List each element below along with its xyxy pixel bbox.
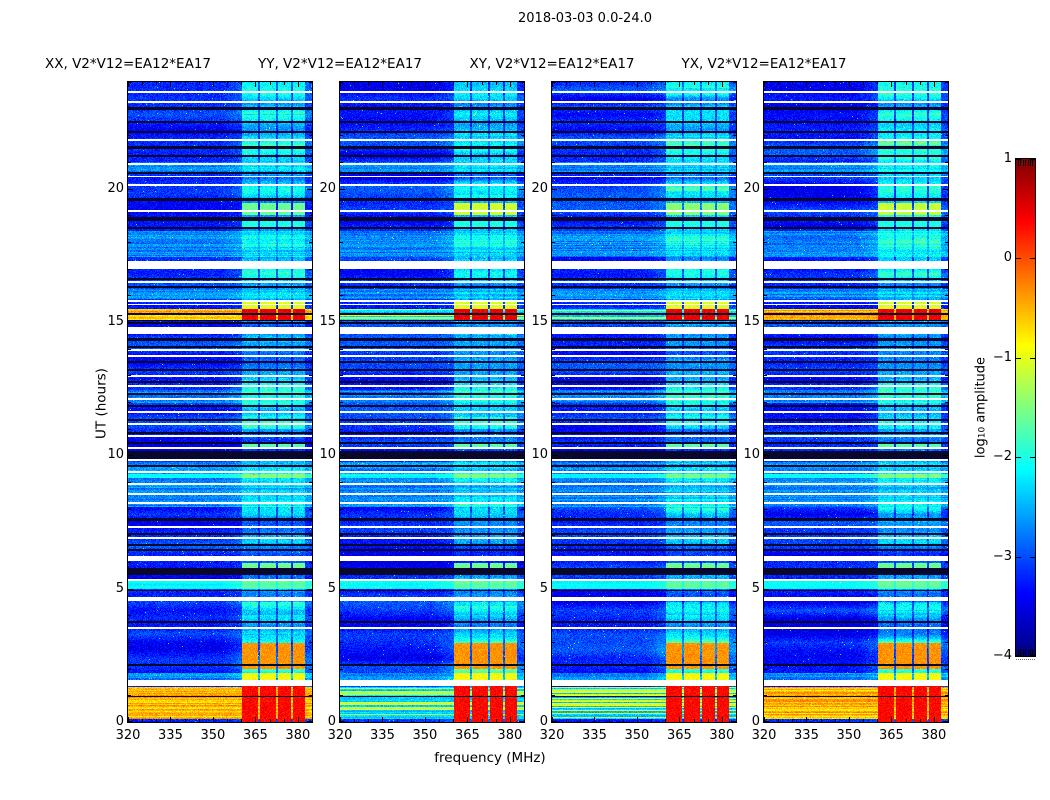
colorbar-tick-label: −3	[992, 548, 1012, 564]
y-tick-label: 15	[319, 314, 336, 329]
y-tick-label: 20	[107, 180, 124, 196]
panel-title-yy: YY, V2*V12=EA12*EA17	[257, 56, 422, 72]
x-tick-label: 380	[921, 728, 947, 743]
x-tick-label: 380	[709, 728, 735, 743]
panel-title-yx: YX, V2*V12=EA12*EA17	[681, 56, 847, 72]
y-tick-label: 0	[539, 714, 548, 729]
colorbar-tick-label: 1	[1003, 151, 1012, 166]
y-tick-label: 0	[115, 714, 124, 729]
x-tick-label: 380	[497, 728, 523, 743]
spectrogram-panel-xy	[551, 81, 737, 723]
x-tick-label: 365	[666, 728, 692, 743]
x-tick-label: 350	[200, 728, 226, 743]
x-tick-label: 350	[412, 728, 438, 743]
x-tick-label: 335	[370, 728, 395, 743]
colorbar-tick-label: −1	[992, 349, 1012, 365]
colorbar-minor-dots	[1016, 659, 1035, 660]
y-tick-label: 15	[107, 314, 124, 329]
x-tick-label: 335	[582, 728, 607, 743]
x-tick-label: 365	[454, 728, 480, 743]
x-tick-label: 350	[624, 728, 650, 743]
y-tick-label: 5	[327, 580, 336, 596]
x-tick-label: 380	[285, 728, 311, 743]
y-tick-label: 10	[107, 447, 124, 463]
y-tick-label: 10	[531, 447, 548, 463]
x-tick-label: 320	[751, 728, 777, 743]
colorbar-label: log10 amplitude	[974, 352, 991, 464]
y-tick-label: 10	[319, 447, 336, 463]
colorbar-label-amplitude: amplitude	[973, 356, 989, 427]
y-tick-label: 20	[743, 180, 760, 196]
y-tick-label: 20	[531, 180, 548, 196]
y-tick-label: 5	[751, 580, 760, 596]
x-tick-label: 320	[115, 728, 141, 743]
y-tick-label: 5	[539, 580, 548, 596]
y-tick-label: 15	[531, 314, 548, 329]
x-tick-label: 365	[878, 728, 904, 743]
x-axis-label: frequency (MHz)	[434, 750, 546, 766]
panel-title-xx: XX, V2*V12=EA12*EA17	[44, 56, 211, 72]
colorbar	[1015, 158, 1036, 657]
y-tick-label: 15	[743, 314, 760, 329]
colorbar-tick-label: −2	[992, 449, 1012, 465]
y-tick-label: 20	[319, 180, 336, 196]
colorbar-tick-label: −4	[992, 648, 1012, 663]
x-tick-label: 350	[836, 728, 862, 743]
y-axis-label: UT (hours)	[93, 368, 110, 439]
spectrogram-panel-yy	[339, 81, 525, 723]
spectrogram-panel-yx	[763, 81, 949, 723]
spectrogram-panel-xx	[127, 81, 313, 723]
y-tick-label: 5	[115, 580, 124, 596]
panel-title-xy: XY, V2*V12=EA12*EA17	[469, 56, 635, 72]
x-tick-label: 335	[158, 728, 183, 743]
y-tick-label: 0	[327, 714, 336, 729]
figure-title: 2018-03-03 0.0-24.0	[518, 11, 652, 26]
x-tick-label: 320	[327, 728, 353, 743]
y-tick-label: 10	[743, 447, 760, 463]
x-tick-label: 335	[794, 728, 819, 743]
x-tick-label: 320	[539, 728, 565, 743]
x-tick-label: 365	[242, 728, 268, 743]
colorbar-label-sub: 10	[977, 426, 988, 439]
y-tick-label: 0	[751, 714, 760, 729]
colorbar-tick-label: 0	[1003, 250, 1012, 266]
